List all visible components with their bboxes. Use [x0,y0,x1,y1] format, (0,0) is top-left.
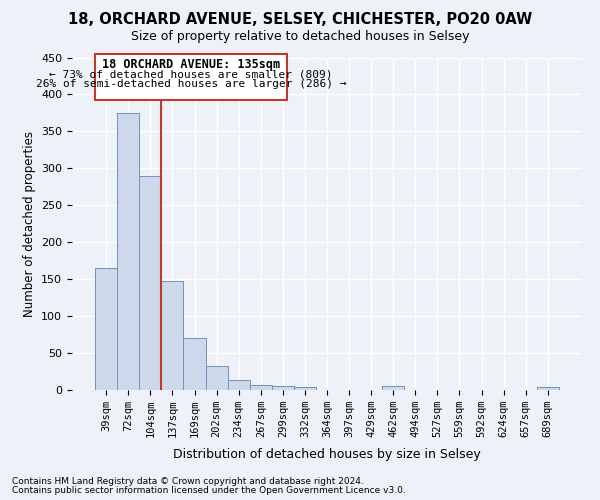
Bar [117,113,139,390]
Text: Contains HM Land Registry data © Crown copyright and database right 2024.: Contains HM Land Registry data © Crown c… [12,477,364,486]
Y-axis label: Number of detached properties: Number of detached properties [23,130,35,317]
Bar [250,385,272,390]
Bar [382,386,404,390]
Bar [184,338,206,390]
Text: 26% of semi-detached houses are larger (286) →: 26% of semi-detached houses are larger (… [36,79,346,89]
X-axis label: Distribution of detached houses by size in Selsey: Distribution of detached houses by size … [173,448,481,462]
Bar [227,380,250,390]
Bar [139,176,161,390]
FancyBboxPatch shape [95,54,287,100]
Text: 18, ORCHARD AVENUE, SELSEY, CHICHESTER, PO20 0AW: 18, ORCHARD AVENUE, SELSEY, CHICHESTER, … [68,12,532,28]
Text: ← 73% of detached houses are smaller (809): ← 73% of detached houses are smaller (80… [49,70,333,80]
Bar [161,280,184,390]
Bar [537,387,559,390]
Bar [272,386,294,390]
Bar [206,366,227,390]
Bar [95,268,117,390]
Bar [294,387,316,390]
Text: Size of property relative to detached houses in Selsey: Size of property relative to detached ho… [131,30,469,43]
Text: 18 ORCHARD AVENUE: 135sqm: 18 ORCHARD AVENUE: 135sqm [102,58,280,71]
Text: Contains public sector information licensed under the Open Government Licence v3: Contains public sector information licen… [12,486,406,495]
